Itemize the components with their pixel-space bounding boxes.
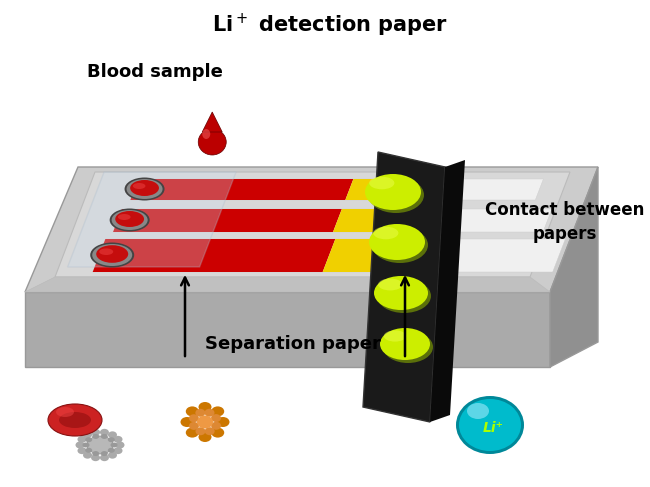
Ellipse shape	[198, 129, 226, 155]
Polygon shape	[25, 167, 598, 292]
Ellipse shape	[99, 248, 113, 255]
Ellipse shape	[181, 417, 194, 427]
Text: Li⁺: Li⁺	[482, 421, 504, 435]
Ellipse shape	[130, 180, 159, 196]
Text: Contact between
papers: Contact between papers	[486, 201, 645, 243]
Ellipse shape	[108, 431, 117, 438]
Polygon shape	[550, 167, 598, 367]
Ellipse shape	[211, 414, 221, 422]
Ellipse shape	[92, 244, 132, 266]
Polygon shape	[131, 179, 543, 200]
Ellipse shape	[127, 179, 162, 199]
Ellipse shape	[87, 436, 113, 454]
Ellipse shape	[198, 432, 211, 442]
Ellipse shape	[211, 428, 224, 438]
Ellipse shape	[186, 406, 199, 416]
Ellipse shape	[196, 427, 205, 435]
Ellipse shape	[197, 415, 213, 429]
Polygon shape	[322, 239, 440, 272]
Ellipse shape	[108, 437, 115, 442]
Ellipse shape	[369, 177, 395, 189]
Ellipse shape	[373, 227, 398, 239]
Ellipse shape	[56, 407, 74, 417]
Polygon shape	[202, 112, 222, 132]
Ellipse shape	[384, 330, 406, 341]
Ellipse shape	[108, 448, 115, 453]
Ellipse shape	[100, 429, 109, 436]
Ellipse shape	[372, 227, 428, 263]
Polygon shape	[113, 209, 342, 232]
Polygon shape	[345, 179, 434, 200]
Ellipse shape	[90, 243, 134, 267]
Ellipse shape	[96, 245, 128, 263]
Ellipse shape	[205, 427, 214, 435]
Polygon shape	[430, 160, 465, 422]
Ellipse shape	[380, 328, 430, 360]
Polygon shape	[113, 209, 552, 232]
Polygon shape	[363, 152, 445, 422]
Ellipse shape	[92, 451, 99, 456]
Ellipse shape	[369, 224, 425, 260]
Ellipse shape	[377, 279, 431, 313]
Ellipse shape	[101, 451, 108, 456]
Ellipse shape	[196, 409, 205, 417]
Ellipse shape	[368, 177, 424, 213]
Ellipse shape	[92, 434, 99, 439]
Ellipse shape	[116, 442, 125, 449]
Ellipse shape	[114, 447, 122, 454]
Ellipse shape	[110, 208, 150, 231]
Ellipse shape	[83, 431, 92, 438]
Ellipse shape	[115, 211, 144, 227]
Ellipse shape	[111, 443, 118, 448]
Ellipse shape	[186, 428, 199, 438]
Polygon shape	[25, 292, 550, 367]
Polygon shape	[68, 172, 236, 267]
Ellipse shape	[211, 422, 221, 430]
Ellipse shape	[100, 454, 109, 461]
Ellipse shape	[75, 442, 84, 449]
Ellipse shape	[108, 451, 117, 459]
Ellipse shape	[189, 422, 199, 430]
Text: Separation paper: Separation paper	[205, 335, 381, 353]
Polygon shape	[93, 239, 566, 272]
Ellipse shape	[378, 279, 402, 290]
Ellipse shape	[83, 443, 90, 448]
Ellipse shape	[383, 331, 433, 363]
Ellipse shape	[456, 396, 524, 454]
Ellipse shape	[77, 436, 86, 443]
Ellipse shape	[85, 448, 92, 453]
Ellipse shape	[189, 414, 199, 422]
Polygon shape	[93, 239, 335, 272]
Ellipse shape	[202, 129, 210, 139]
Text: Li$^+$ detection paper: Li$^+$ detection paper	[212, 11, 448, 38]
Ellipse shape	[77, 447, 86, 454]
Ellipse shape	[48, 404, 102, 436]
Ellipse shape	[91, 429, 100, 436]
Ellipse shape	[114, 436, 122, 443]
Ellipse shape	[91, 454, 100, 461]
Ellipse shape	[216, 417, 229, 427]
Ellipse shape	[211, 406, 224, 416]
Ellipse shape	[118, 214, 131, 220]
Ellipse shape	[83, 451, 92, 459]
Polygon shape	[25, 277, 550, 292]
Ellipse shape	[205, 409, 214, 417]
Ellipse shape	[133, 183, 146, 189]
Text: Blood sample: Blood sample	[87, 63, 223, 81]
Ellipse shape	[365, 174, 421, 210]
Ellipse shape	[85, 437, 92, 442]
Polygon shape	[55, 172, 570, 277]
Ellipse shape	[112, 210, 148, 230]
Polygon shape	[333, 209, 432, 232]
Ellipse shape	[459, 399, 521, 451]
Polygon shape	[131, 179, 354, 200]
Ellipse shape	[101, 434, 108, 439]
Ellipse shape	[467, 403, 489, 419]
Ellipse shape	[125, 177, 164, 201]
Ellipse shape	[59, 412, 91, 428]
Ellipse shape	[198, 402, 211, 412]
Ellipse shape	[374, 276, 428, 310]
